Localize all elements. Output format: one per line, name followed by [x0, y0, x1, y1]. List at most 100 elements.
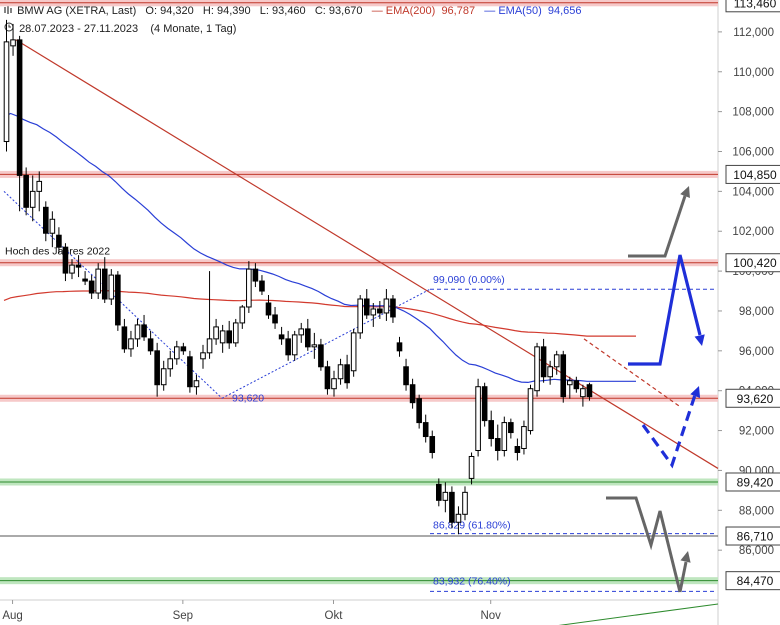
fib-top-label: 99,090 (0.00%): [433, 274, 505, 286]
arrowhead-icon: [680, 551, 691, 563]
price-badge: [725, 164, 780, 184]
candles: [3, 19, 593, 535]
candle-body: [141, 324, 147, 338]
candle-body: [291, 334, 298, 356]
candle-body: [547, 366, 553, 378]
candle-body: [475, 386, 481, 451]
candle-body: [3, 41, 10, 143]
candle-body: [10, 39, 16, 47]
candle-body: [363, 298, 370, 316]
y-tick-label: 86,000: [739, 545, 774, 557]
candle-body: [580, 388, 586, 398]
price-badge: [725, 526, 780, 546]
price-badge-label: 89,420: [737, 475, 774, 489]
y-tick-label: 106,000: [732, 146, 774, 158]
chart-range-line: 28.07.2023 - 27.11.2023 (4 Monate, 1 Tag…: [4, 22, 236, 35]
candle-body: [449, 491, 455, 523]
ema50-label: EMA(50): [498, 5, 542, 17]
candle-body: [390, 298, 396, 318]
candle-body: [232, 322, 239, 344]
candle-body: [239, 306, 246, 324]
short-trend-line: [583, 338, 681, 408]
candle-body: [305, 328, 311, 348]
fib-connector-line: [221, 288, 431, 399]
candle-body: [160, 368, 167, 386]
candle-body: [128, 338, 134, 350]
candle-body: [455, 513, 462, 523]
x-tick-label: Okt: [325, 610, 344, 622]
candle-body: [436, 483, 442, 501]
y-tick-label: 88,000: [739, 505, 774, 517]
candle-body: [56, 234, 62, 248]
low-value: L: 93,460: [259, 5, 306, 17]
candle-body: [298, 328, 305, 336]
candle-body: [337, 364, 344, 380]
candle-body: [23, 174, 29, 208]
arrowhead-icon: [680, 186, 690, 198]
candle-body: [82, 278, 88, 282]
candle-body: [553, 354, 560, 368]
ema200-label: EMA(200): [385, 5, 436, 17]
candle-body: [462, 491, 468, 515]
candle-body: [219, 330, 226, 344]
candle-body: [167, 358, 174, 370]
candle-body: [69, 264, 75, 274]
candle-body: [246, 268, 252, 308]
candle-body: [147, 338, 154, 352]
price-badge: [725, 253, 780, 273]
instrument-name: BMW AG (XETRA, Last): [17, 5, 137, 17]
high-value: H: 94,390: [202, 5, 251, 17]
y-tick-label: 104,000: [732, 186, 774, 198]
candle-body: [573, 380, 580, 390]
y-tick-label: 96,000: [739, 346, 774, 358]
candle-body: [416, 398, 422, 424]
candle-body: [318, 344, 324, 368]
candle-body: [396, 342, 403, 352]
price-levels: 113,460104,850100,42093,62089,42086,7108…: [0, 0, 780, 591]
price-badge-label: 84,470: [737, 574, 774, 588]
candle-body: [501, 422, 508, 451]
candle-body: [521, 426, 527, 450]
candle-body: [272, 314, 278, 324]
uptrend-line: [558, 603, 719, 625]
candle-body: [101, 268, 108, 300]
candle-body: [213, 326, 219, 340]
ema200-legend-icon: —: [371, 5, 383, 17]
candle-body: [29, 190, 36, 208]
candle-body: [265, 302, 272, 316]
candle-body: [377, 308, 383, 314]
price-badge-label: 100,420: [733, 256, 777, 270]
candle-body: [115, 274, 121, 326]
ema50-value: 94,656: [547, 5, 582, 17]
candle-body: [278, 334, 285, 340]
candle-body: [586, 384, 593, 398]
candle-body: [409, 384, 416, 404]
candle-body: [43, 206, 49, 234]
y-tick-label: 110,000: [733, 67, 774, 79]
price-badge: [725, 0, 780, 13]
ema50-legend-icon: —: [484, 5, 496, 17]
candle-body: [383, 298, 390, 314]
candle-body: [567, 380, 573, 386]
candle-body: [95, 268, 102, 294]
candle-body: [370, 308, 377, 316]
projection-blue-solid: [628, 254, 702, 366]
candle-body: [193, 380, 200, 388]
candle-body: [206, 338, 213, 354]
year-high-label: Hoch des Jahres 2022: [5, 246, 110, 258]
candle-body: [49, 218, 56, 234]
ema200-value: 96,787: [441, 5, 476, 17]
candle-body: [180, 346, 187, 352]
close-value: C: 93,670: [314, 5, 363, 17]
open-value: O: 94,320: [145, 5, 194, 17]
candle-body: [311, 344, 318, 348]
bars-icon: [4, 5, 14, 17]
candle-body: [285, 338, 291, 356]
candle-body: [134, 324, 141, 340]
candle-body: [560, 354, 567, 398]
x-tick-label: Aug: [2, 610, 22, 622]
candle-body: [16, 39, 23, 176]
candle-body: [154, 350, 160, 386]
y-tick-label: 98,000: [739, 306, 774, 318]
